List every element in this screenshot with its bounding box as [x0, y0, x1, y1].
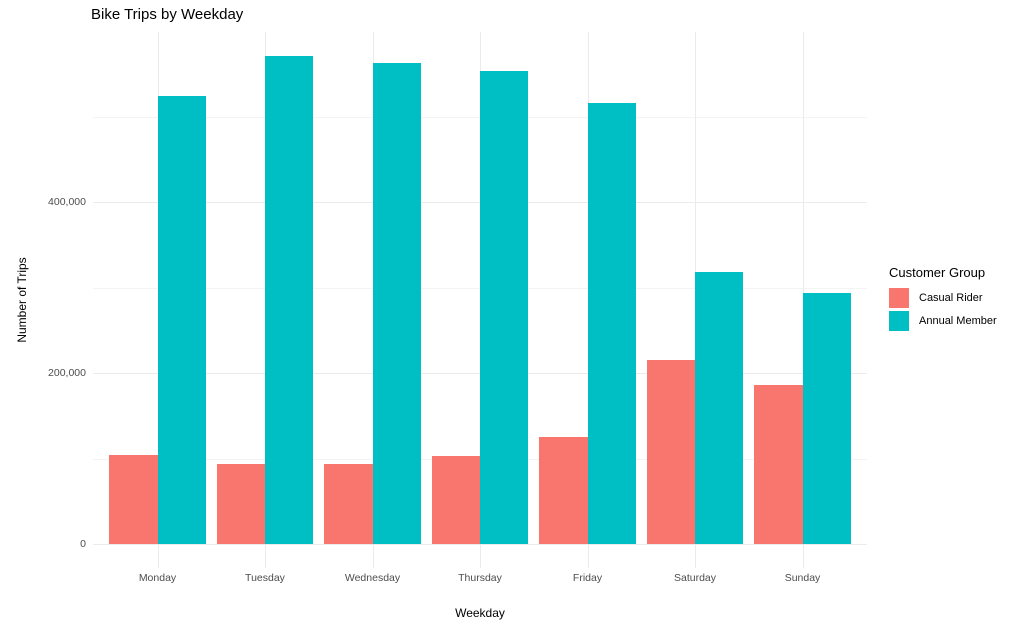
bar	[265, 55, 314, 545]
legend-entry: Annual Member	[889, 311, 997, 331]
bar	[695, 272, 744, 545]
bar	[372, 62, 421, 545]
bar	[216, 463, 265, 545]
bar	[587, 102, 636, 545]
x-tick-label: Wednesday	[344, 572, 401, 584]
y-tick-label: 200,000	[48, 367, 86, 380]
legend-label: Casual Rider	[919, 292, 983, 304]
bar	[480, 71, 529, 545]
legend-entries: Casual Rider Annual Member	[889, 288, 997, 331]
bar	[646, 360, 695, 545]
legend-entry: Casual Rider	[889, 288, 997, 308]
x-tick-label: Sunday	[784, 572, 821, 584]
x-tick-label: Saturday	[673, 572, 717, 584]
plot-panel	[93, 32, 867, 568]
bar	[324, 463, 373, 545]
legend-swatch	[889, 288, 909, 308]
bar	[539, 437, 588, 545]
bar	[754, 385, 803, 545]
y-tick-label: 400,000	[48, 196, 86, 209]
x-tick-label: Tuesday	[245, 572, 285, 584]
plot-title: Bike Trips by Weekday	[91, 6, 244, 23]
x-tick-label: Monday	[138, 572, 177, 584]
bar	[157, 96, 206, 545]
x-tick-label: Friday	[572, 572, 603, 584]
legend-title: Customer Group	[889, 265, 986, 280]
y-tick-label: 0	[80, 538, 86, 551]
legend: Customer Group Casual Rider Annual Member	[889, 265, 997, 334]
bar	[802, 292, 851, 545]
x-axis-labels: Monday Tuesday Wednesday Thursday Friday Satu…	[93, 572, 867, 588]
bar	[109, 455, 158, 545]
x-tick-label: Thursday	[458, 572, 502, 584]
x-axis-title: Weekday	[455, 606, 505, 620]
legend-label: Annual Member	[919, 315, 997, 327]
y-axis-labels: 0 200,000 400,000	[0, 32, 86, 568]
bar	[431, 456, 480, 545]
legend-swatch	[889, 311, 909, 331]
